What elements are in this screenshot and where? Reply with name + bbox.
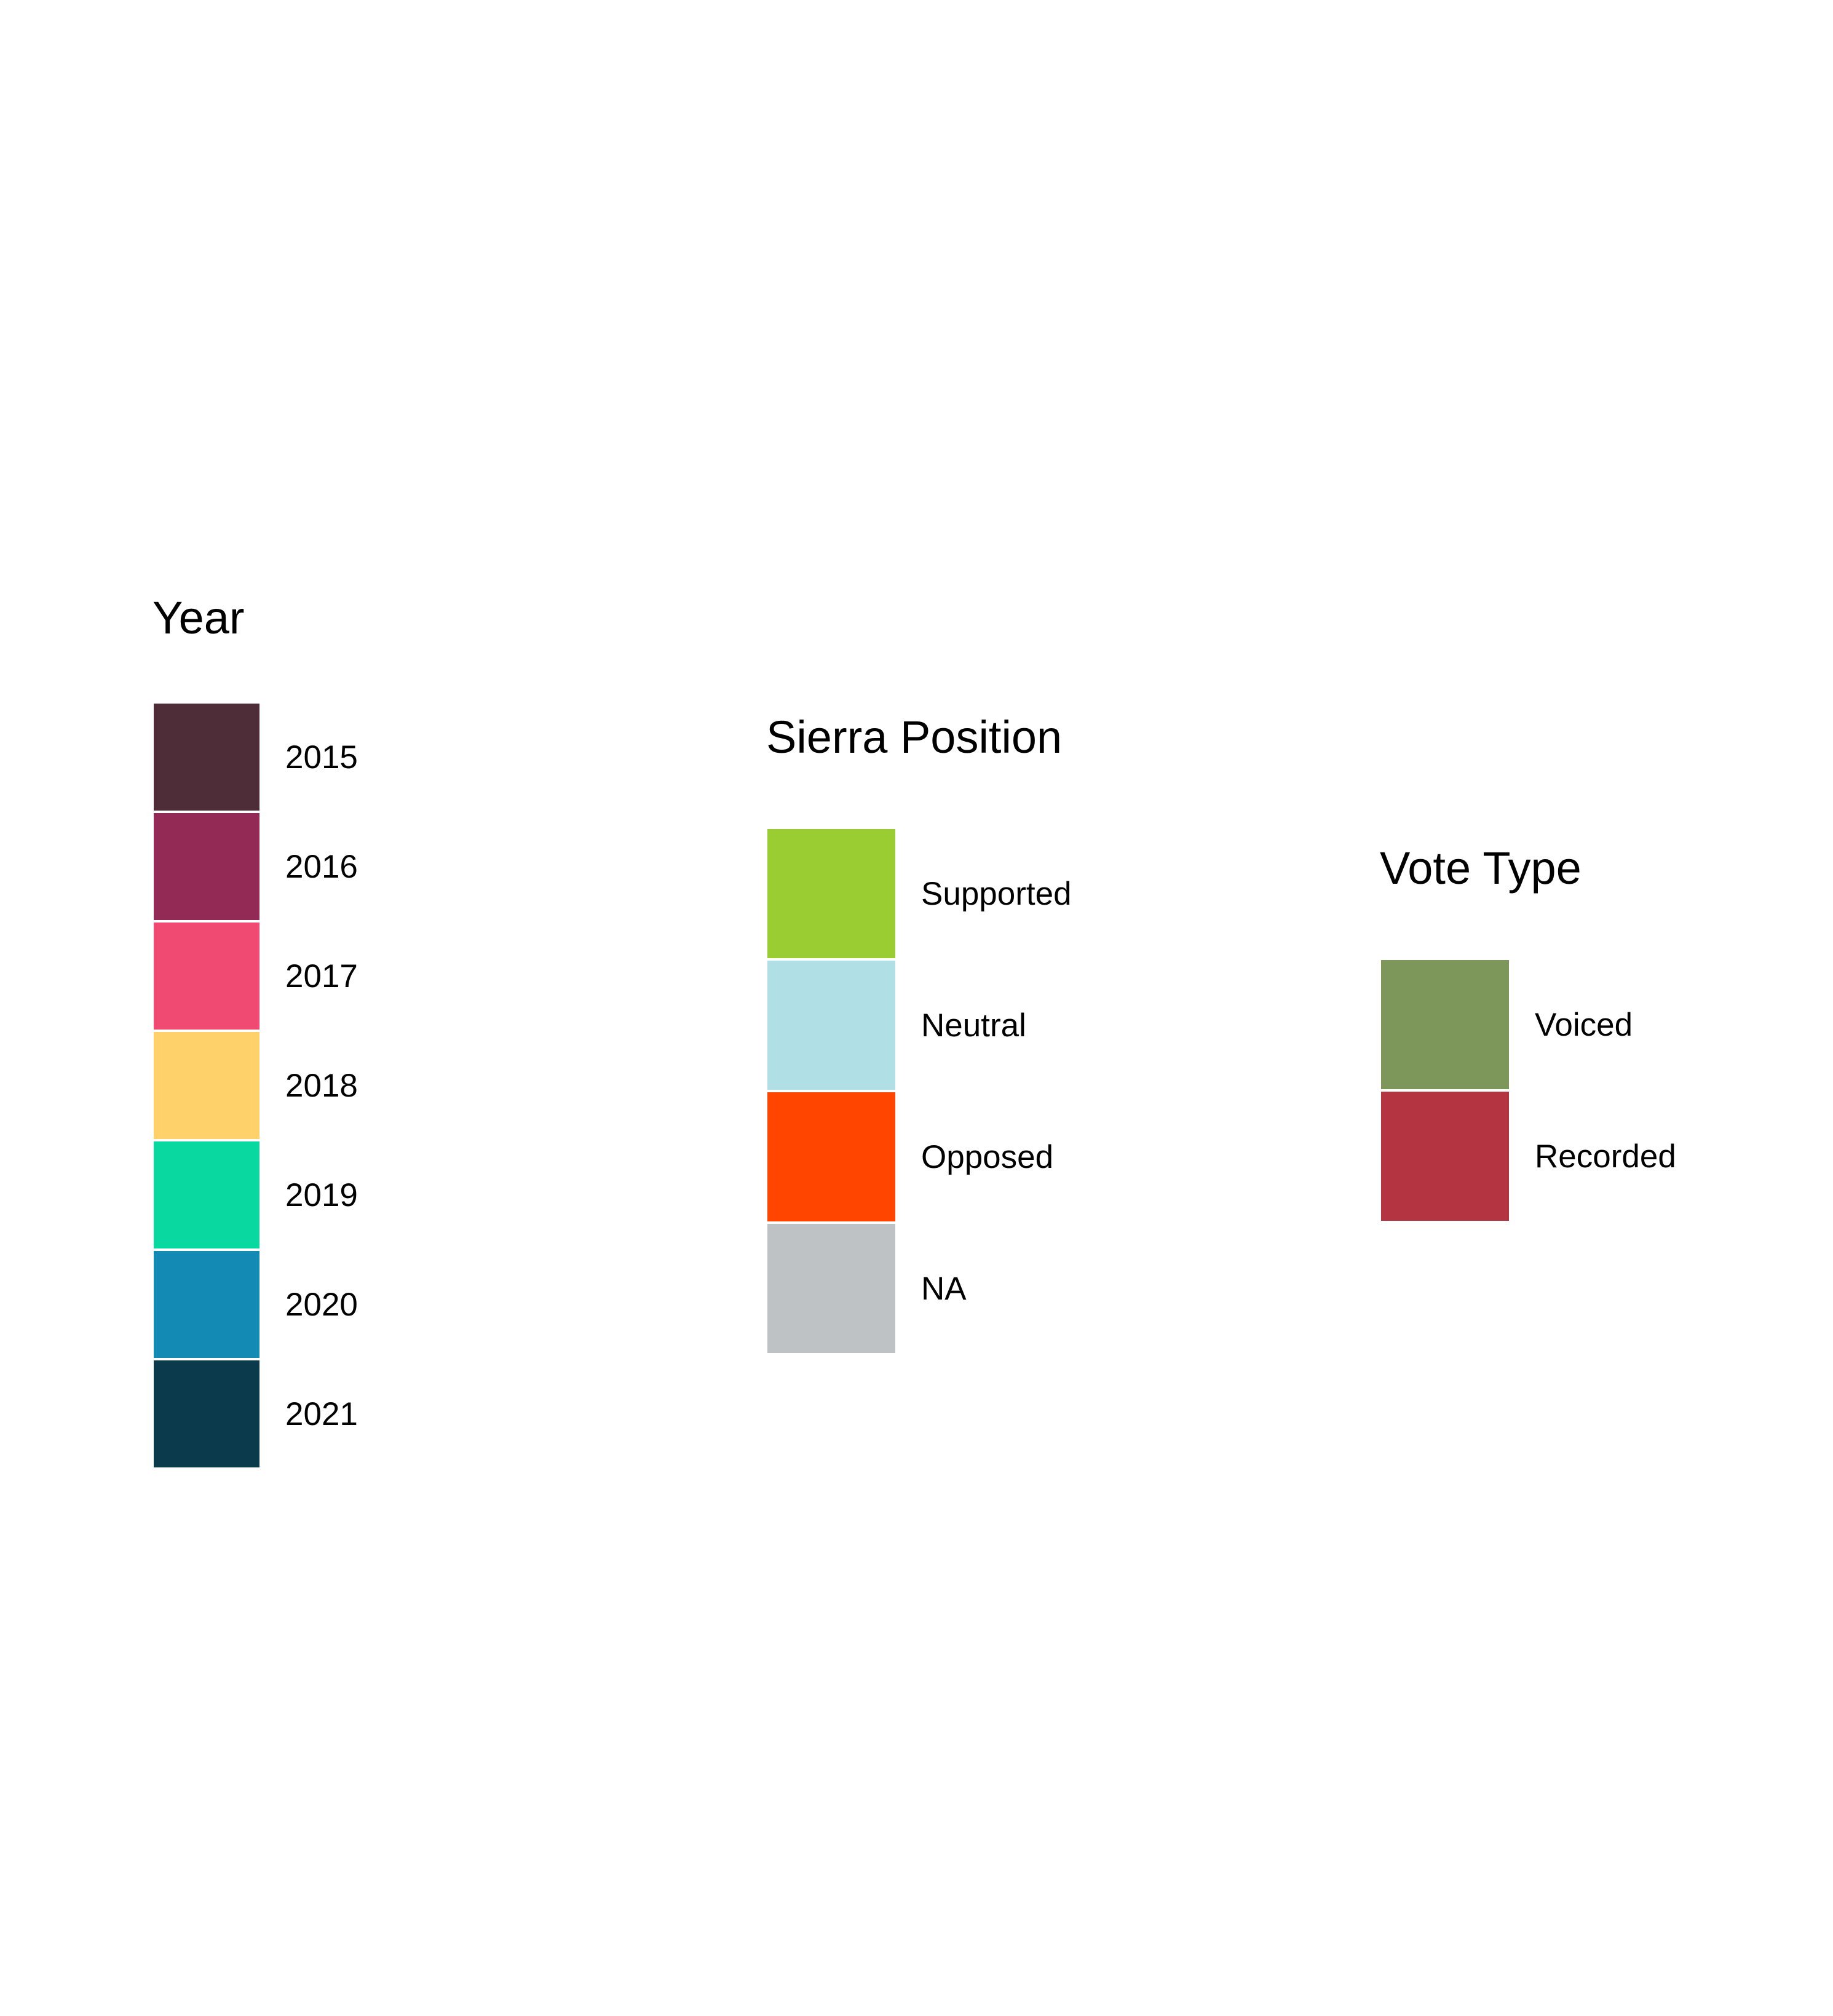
legend-year-key-6: 2021 — [152, 1359, 358, 1469]
legend-year-swatch — [152, 1250, 261, 1359]
legend-sierra-position-keys: Supported Neutral Opposed NA — [766, 828, 1072, 1354]
legend-sierra-key-1: Neutral — [766, 959, 1072, 1091]
legend-sierra-position: Sierra Position Supported Neutral Opposed N… — [766, 715, 1072, 1354]
legend-year: Year 2015 2016 2017 2018 2019 2020 2021 — [152, 595, 358, 1469]
legend-year-swatch — [152, 921, 261, 1031]
legend-sierra-swatch — [766, 828, 897, 959]
legend-year-key-5: 2020 — [152, 1250, 358, 1359]
legend-sierra-label: Neutral — [921, 1007, 1026, 1044]
legend-year-label: 2019 — [285, 1177, 358, 1213]
legend-year-swatch — [152, 812, 261, 921]
legend-vote-type: Vote Type Voiced Recorded — [1380, 846, 1676, 1222]
legend-year-swatch — [152, 1140, 261, 1250]
legend-vote-key-1: Recorded — [1380, 1090, 1676, 1222]
legend-year-swatch — [152, 702, 261, 812]
legend-vote-swatch — [1380, 959, 1510, 1090]
legend-sierra-label: Supported — [921, 875, 1072, 912]
legend-year-keys: 2015 2016 2017 2018 2019 2020 2021 — [152, 702, 358, 1469]
legend-vote-label: Recorded — [1535, 1138, 1676, 1175]
legend-sierra-position-title: Sierra Position — [766, 712, 1063, 763]
legend-sierra-label: NA — [921, 1270, 967, 1307]
legend-vote-swatch — [1380, 1090, 1510, 1222]
legend-sierra-key-0: Supported — [766, 828, 1072, 959]
legend-year-label: 2018 — [285, 1067, 358, 1104]
legend-year-key-1: 2016 — [152, 812, 358, 921]
legend-sierra-label: Opposed — [921, 1138, 1054, 1175]
legend-year-key-2: 2017 — [152, 921, 358, 1031]
legend-year-swatch — [152, 1359, 261, 1469]
legend-year-label: 2020 — [285, 1286, 358, 1323]
legend-vote-type-title: Vote Type — [1380, 843, 1582, 894]
legend-year-key-3: 2018 — [152, 1031, 358, 1140]
legend-year-swatch — [152, 1031, 261, 1140]
legend-vote-key-0: Voiced — [1380, 959, 1676, 1090]
legend-year-label: 2021 — [285, 1395, 358, 1432]
legend-vote-label: Voiced — [1535, 1006, 1633, 1043]
legend-year-title: Year — [152, 592, 245, 643]
legend-vote-type-keys: Voiced Recorded — [1380, 959, 1676, 1222]
legend-sierra-key-2: Opposed — [766, 1091, 1072, 1223]
legend-sierra-swatch — [766, 1091, 897, 1223]
legend-year-key-4: 2019 — [152, 1140, 358, 1250]
legend-year-label: 2015 — [285, 739, 358, 776]
legend-sierra-swatch — [766, 1223, 897, 1354]
legend-year-label: 2017 — [285, 958, 358, 994]
legend-sierra-key-3: NA — [766, 1223, 1072, 1354]
legend-year-label: 2016 — [285, 848, 358, 885]
legend-year-key-0: 2015 — [152, 702, 358, 812]
legend-sierra-swatch — [766, 959, 897, 1091]
